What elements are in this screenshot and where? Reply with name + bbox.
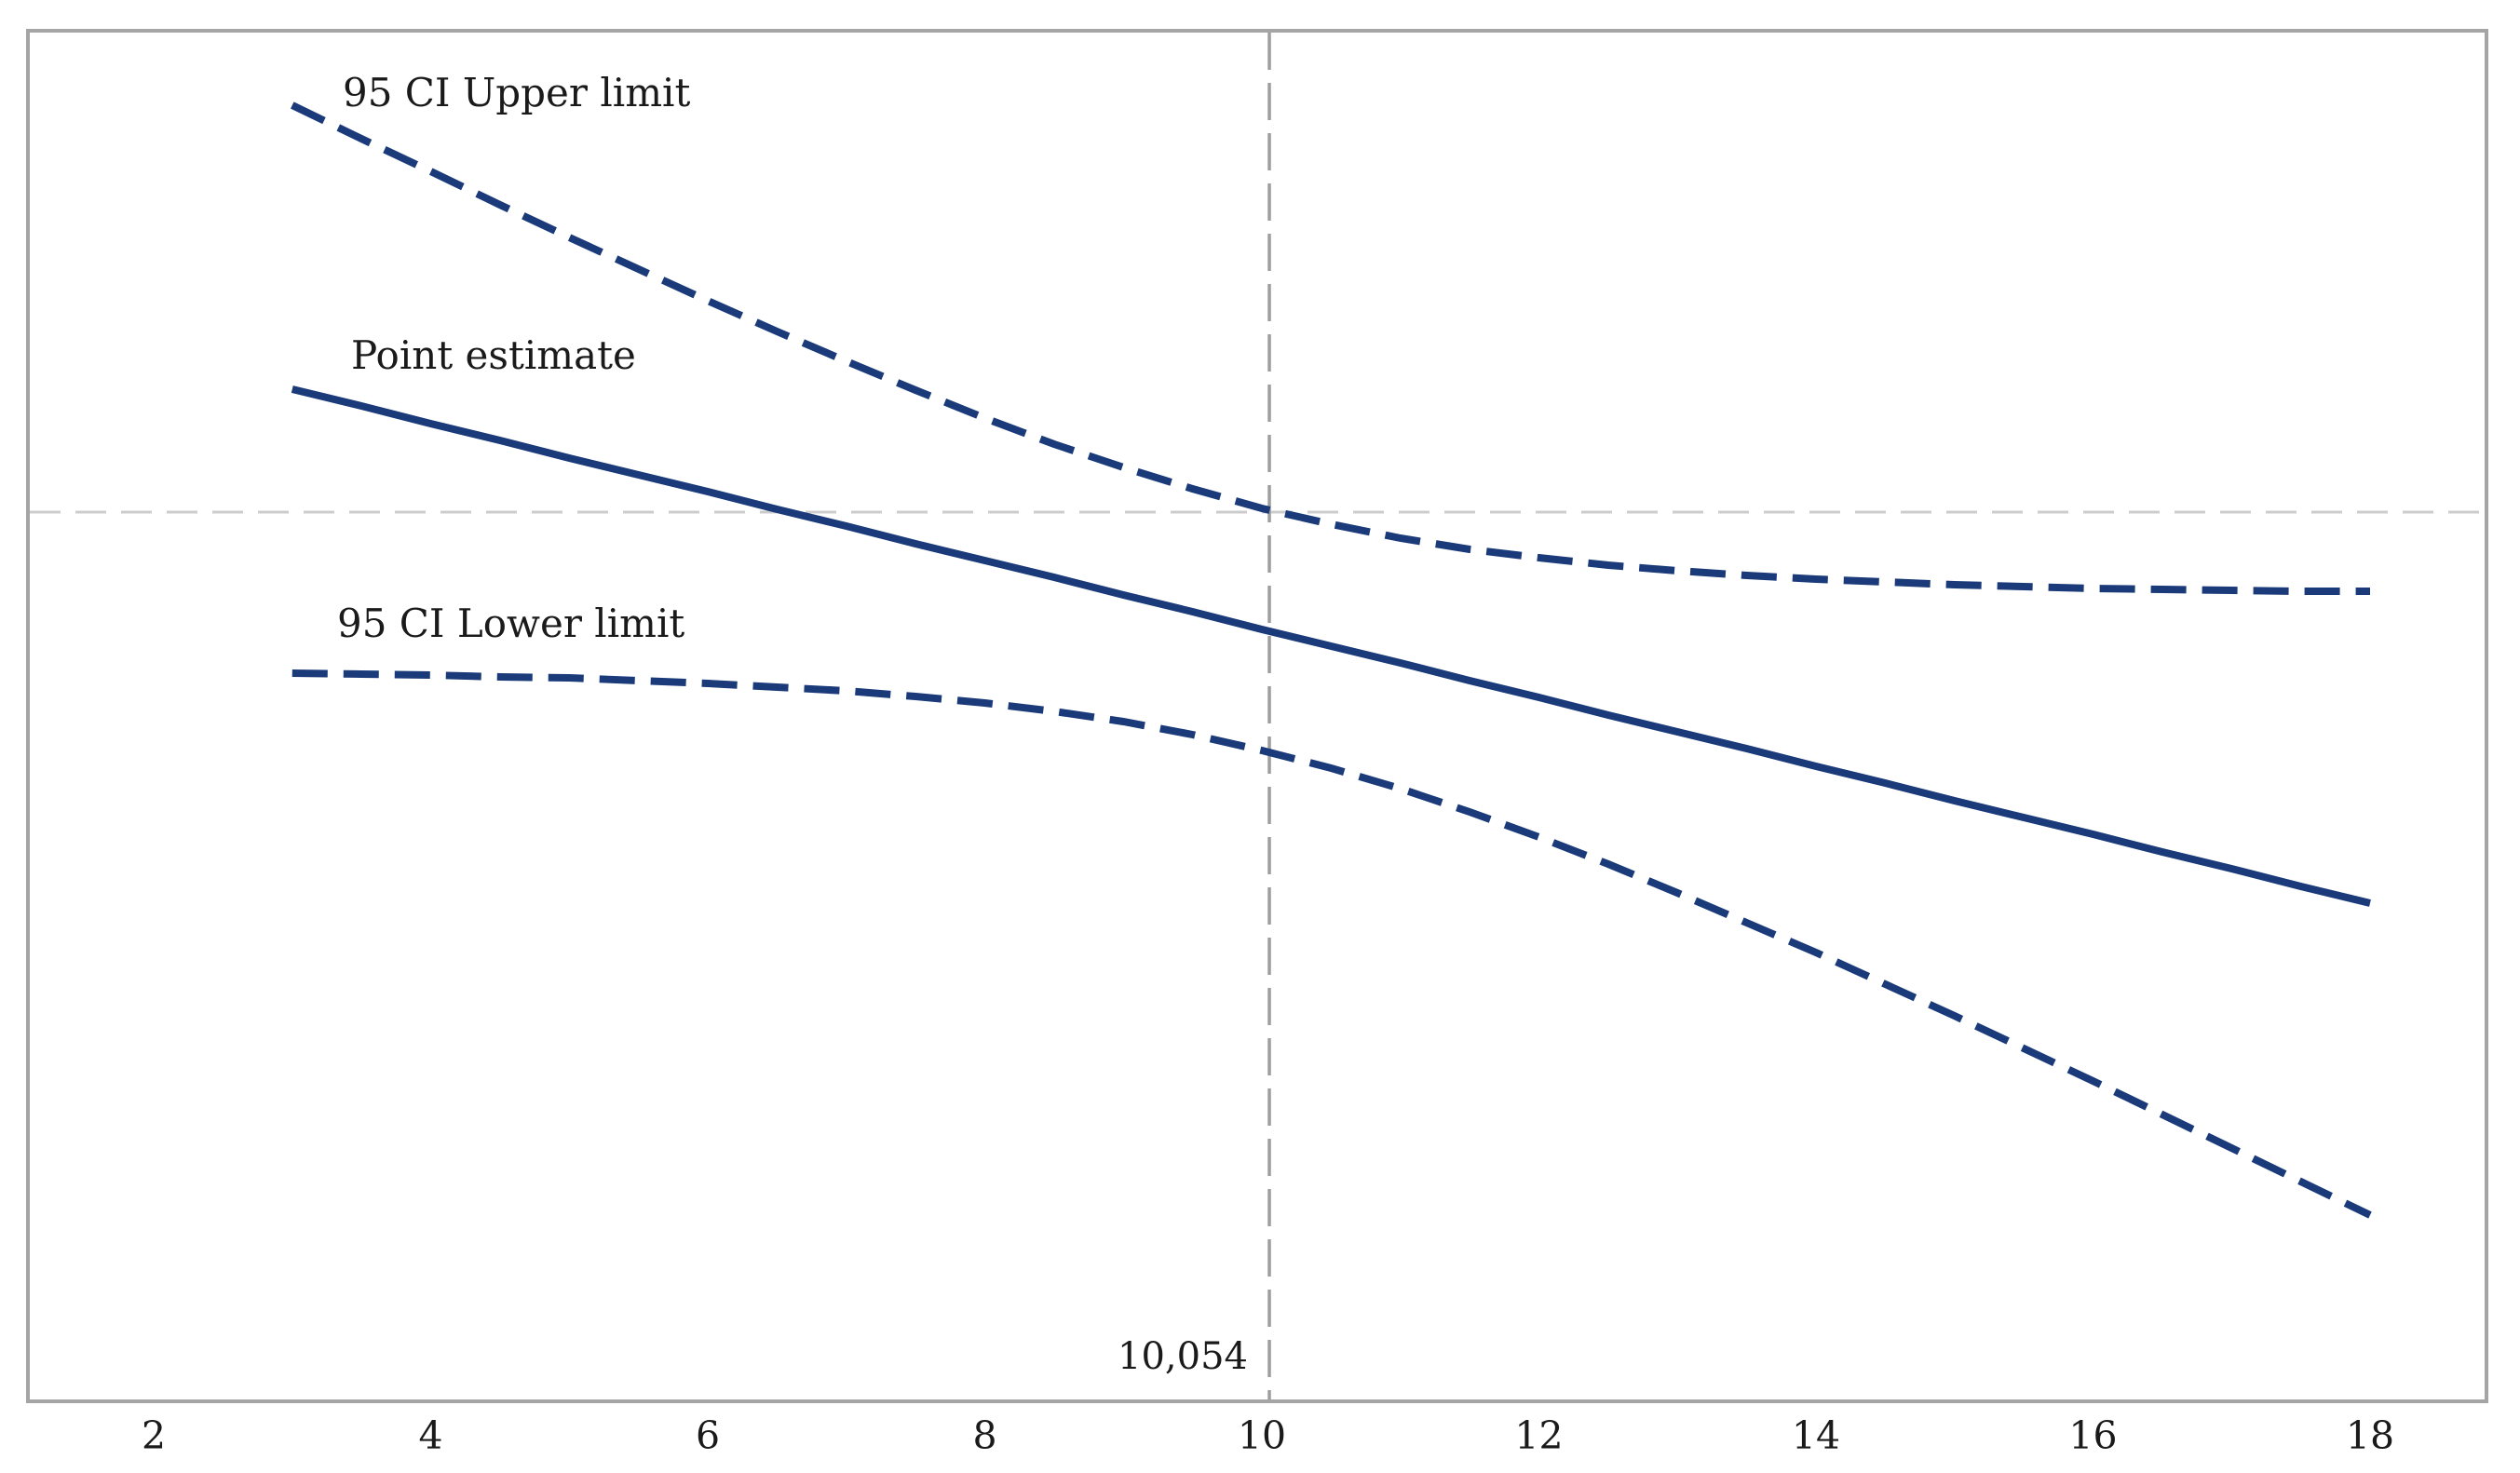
x-tick-label: 18 <box>2346 1413 2394 1458</box>
x-tick-label: 12 <box>1514 1413 1563 1458</box>
x-tick-label: 2 <box>142 1413 166 1458</box>
point-estimate-line <box>291 385 2371 907</box>
x-tick-label: 4 <box>418 1413 442 1458</box>
x-tick-label: 14 <box>1792 1413 1840 1458</box>
threshold-value-label: 10,054 <box>1118 1335 1248 1378</box>
x-tick-label: 6 <box>696 1413 720 1458</box>
x-tick-label: 8 <box>972 1413 996 1458</box>
plot-border <box>26 29 2488 1403</box>
point-estimate-label: Point estimate <box>351 332 636 378</box>
x-tick-label: 16 <box>2068 1413 2117 1458</box>
lower-ci-label: 95 CI Lower limit <box>337 601 684 646</box>
lower-ci-line <box>291 669 2372 1219</box>
x-tick-label: 10 <box>1238 1413 1286 1458</box>
upper-ci-line <box>291 101 2370 595</box>
x-axis-tick-labels: 2 4 6 8 10 12 14 16 18 <box>142 1413 2394 1458</box>
upper-ci-label: 95 CI Upper limit <box>343 70 690 115</box>
